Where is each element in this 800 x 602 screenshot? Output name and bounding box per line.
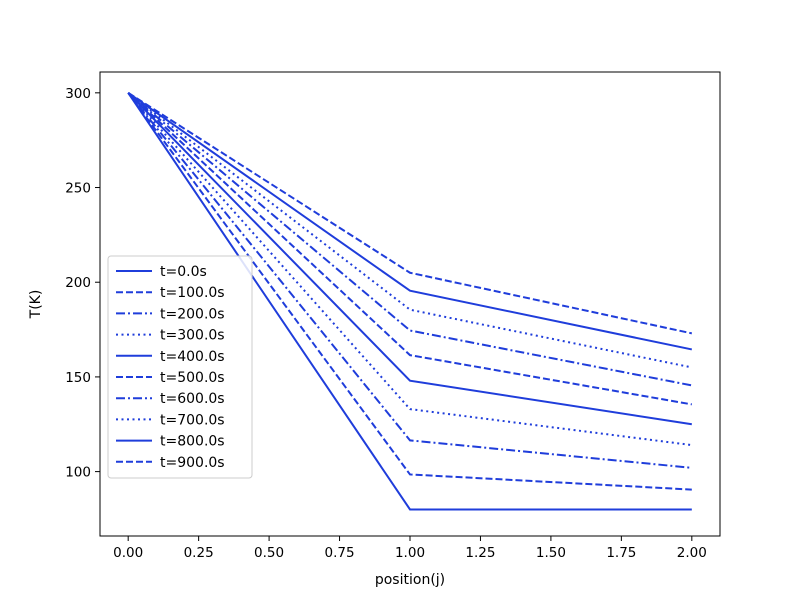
legend-label: t=300.0s (160, 328, 225, 344)
x-tick-label: 1.00 (395, 545, 425, 561)
legend-box (107, 255, 253, 479)
x-tick-label: 0.00 (113, 545, 143, 561)
series-line-1 (127, 92, 692, 491)
y-tick-label: 200 (65, 275, 91, 291)
series-line-8 (127, 92, 693, 351)
legend: t=0.0s t=100.0s t=200.0s t=300.0s t=400.0s t=… (107, 255, 253, 479)
x-tick-label: 1.25 (465, 545, 495, 561)
legend-label: t=200.0s (160, 306, 225, 322)
x-axis: 0.00 0.25 0.50 0.75 1.00 1.25 1.50 1.75 2.00 (113, 536, 707, 561)
x-tick-label: 0.25 (184, 545, 214, 561)
legend-label: t=0.0s (160, 264, 207, 280)
legend-label: t=600.0s (160, 391, 225, 407)
series-line-2 (127, 92, 692, 469)
x-tick-label: 0.75 (325, 545, 355, 561)
legend-label: t=400.0s (160, 349, 225, 365)
legend-label: t=700.0s (160, 412, 225, 428)
x-axis-label: position(j) (375, 572, 445, 588)
x-tick-label: 0.50 (254, 545, 284, 561)
y-tick-label: 300 (65, 86, 91, 102)
series-layer (127, 91, 693, 511)
series-line-6 (127, 92, 693, 387)
y-axis-label: T(K) (28, 290, 44, 320)
series-line-5 (127, 92, 692, 406)
legend-label: t=900.0s (160, 455, 225, 471)
series-line-0 (127, 92, 692, 511)
legend-label: t=500.0s (160, 370, 225, 386)
x-tick-label: 2.00 (677, 545, 707, 561)
legend-label: t=800.0s (160, 434, 225, 450)
x-tick-label: 1.50 (536, 545, 566, 561)
legend-label: t=100.0s (160, 285, 225, 301)
series-line-4 (127, 92, 692, 426)
series-line-3 (127, 92, 692, 447)
y-tick-label: 150 (65, 370, 91, 386)
y-axis: 100 150 200 250 300 (65, 86, 100, 481)
x-tick-label: 1.75 (606, 545, 636, 561)
series-line-9 (127, 91, 693, 335)
y-tick-label: 100 (65, 465, 91, 481)
y-tick-label: 250 (65, 181, 91, 197)
